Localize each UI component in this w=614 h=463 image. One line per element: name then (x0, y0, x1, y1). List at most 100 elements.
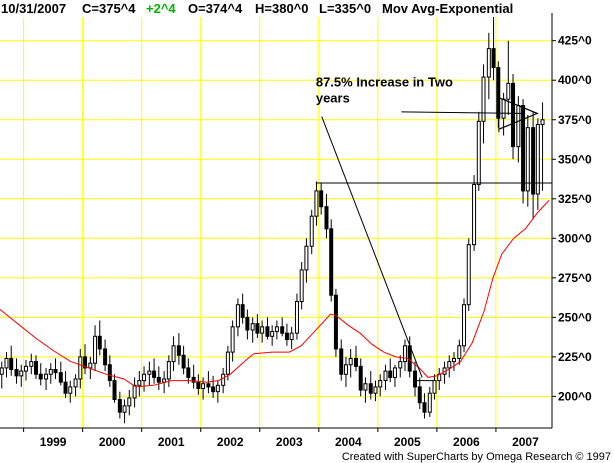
bar-body (535, 123, 540, 195)
y-tick-label: 400^0 (558, 73, 592, 87)
ma-line (0, 200, 550, 388)
bar-body (14, 369, 19, 377)
bar-body (206, 383, 211, 388)
bar-body (117, 399, 122, 413)
bar-body (392, 367, 397, 378)
annotation-text-line: 87.5% Increase in Two (316, 75, 453, 90)
bar-body (457, 345, 462, 359)
x-tick-label: 2007 (512, 435, 539, 449)
bar-body (368, 383, 373, 394)
header-indicator: Mov Avg-Exponential (382, 1, 514, 16)
bar-body (225, 351, 230, 375)
bar-body (88, 362, 93, 369)
bar-body (324, 206, 329, 230)
x-tick-label: 2004 (335, 435, 362, 449)
y-tick-label: 350^0 (558, 152, 592, 166)
bar-body (270, 331, 275, 337)
bar-body (127, 397, 132, 407)
bar-body (353, 357, 358, 367)
bar-body (511, 82, 516, 148)
bar-body (142, 373, 147, 382)
y-tick-label: 325^0 (558, 192, 592, 206)
bar-body (486, 48, 491, 78)
bar-body (181, 354, 186, 369)
bar-body (378, 380, 383, 388)
bar-body (38, 373, 43, 380)
bar-body (398, 361, 403, 369)
bar-body (284, 332, 289, 340)
bar-body (48, 369, 53, 375)
bar-body (339, 348, 344, 375)
bar-body (107, 364, 112, 382)
annotation-arrowhead (498, 97, 539, 130)
bar-body (402, 345, 407, 363)
bar-body (531, 127, 536, 195)
bar-body (299, 269, 304, 303)
bar-body (0, 367, 4, 375)
bar-body (19, 370, 24, 377)
header-high: H=380^0 (255, 1, 309, 16)
bar-body (413, 370, 418, 388)
bar-body (176, 345, 181, 356)
bar-body (147, 370, 152, 375)
y-tick-label: 250^0 (558, 310, 592, 324)
bar-body (525, 127, 530, 192)
bar-body (417, 386, 422, 404)
bar-body (122, 405, 127, 413)
y-tick-label: 375^0 (558, 113, 592, 127)
bar-body (274, 326, 279, 333)
header-open: O=374^4 (188, 1, 243, 16)
bar-body (73, 378, 78, 388)
bar-body (230, 326, 235, 353)
bar-body (250, 323, 255, 331)
x-tick-label: 2002 (217, 435, 244, 449)
bar-body (97, 335, 102, 350)
header-low: L=335^0 (319, 1, 372, 16)
bar-body (171, 345, 176, 363)
bar-body (289, 332, 294, 340)
bar-body (245, 316, 250, 331)
x-tick-label: 2005 (394, 435, 421, 449)
bar-body (221, 373, 226, 386)
bar-body (358, 365, 363, 391)
bar-body (333, 294, 338, 350)
annotation-line (321, 116, 423, 378)
annotation-text-line: years (316, 91, 350, 106)
bar-body (201, 383, 206, 389)
price-bars (0, 17, 545, 424)
x-tick-label: 2000 (99, 435, 126, 449)
bar-body (265, 326, 270, 337)
bar-body (427, 392, 432, 413)
bar-body (451, 357, 456, 363)
bar-body (466, 244, 471, 306)
bar-body (103, 348, 108, 366)
bar-body (29, 361, 34, 367)
bar-body (304, 245, 309, 271)
x-tick-label: 2006 (453, 435, 480, 449)
bar-body (476, 120, 481, 186)
bar-body (432, 380, 437, 394)
bar-body (501, 98, 506, 119)
bar-body (462, 304, 467, 347)
bar-body (447, 361, 452, 369)
bar-body (260, 326, 265, 334)
bar-body (137, 380, 142, 386)
bar-body (314, 190, 319, 217)
bar-body (319, 190, 324, 208)
bar-body (4, 357, 9, 369)
bar-body (363, 383, 368, 391)
bar-body (44, 373, 49, 380)
bar-body (9, 357, 14, 371)
bar-body (422, 402, 427, 413)
moving-average (0, 200, 550, 388)
bar-body (294, 301, 299, 334)
bar-body (309, 215, 314, 247)
x-tick-label: 2003 (276, 435, 303, 449)
y-tick-label: 225^0 (558, 350, 592, 364)
bar-body (196, 381, 201, 389)
bar-body (132, 384, 137, 399)
y-tick-label: 200^0 (558, 389, 592, 403)
x-tick-label: 2001 (158, 435, 185, 449)
bar-body (388, 370, 393, 378)
bar-body (211, 386, 216, 393)
